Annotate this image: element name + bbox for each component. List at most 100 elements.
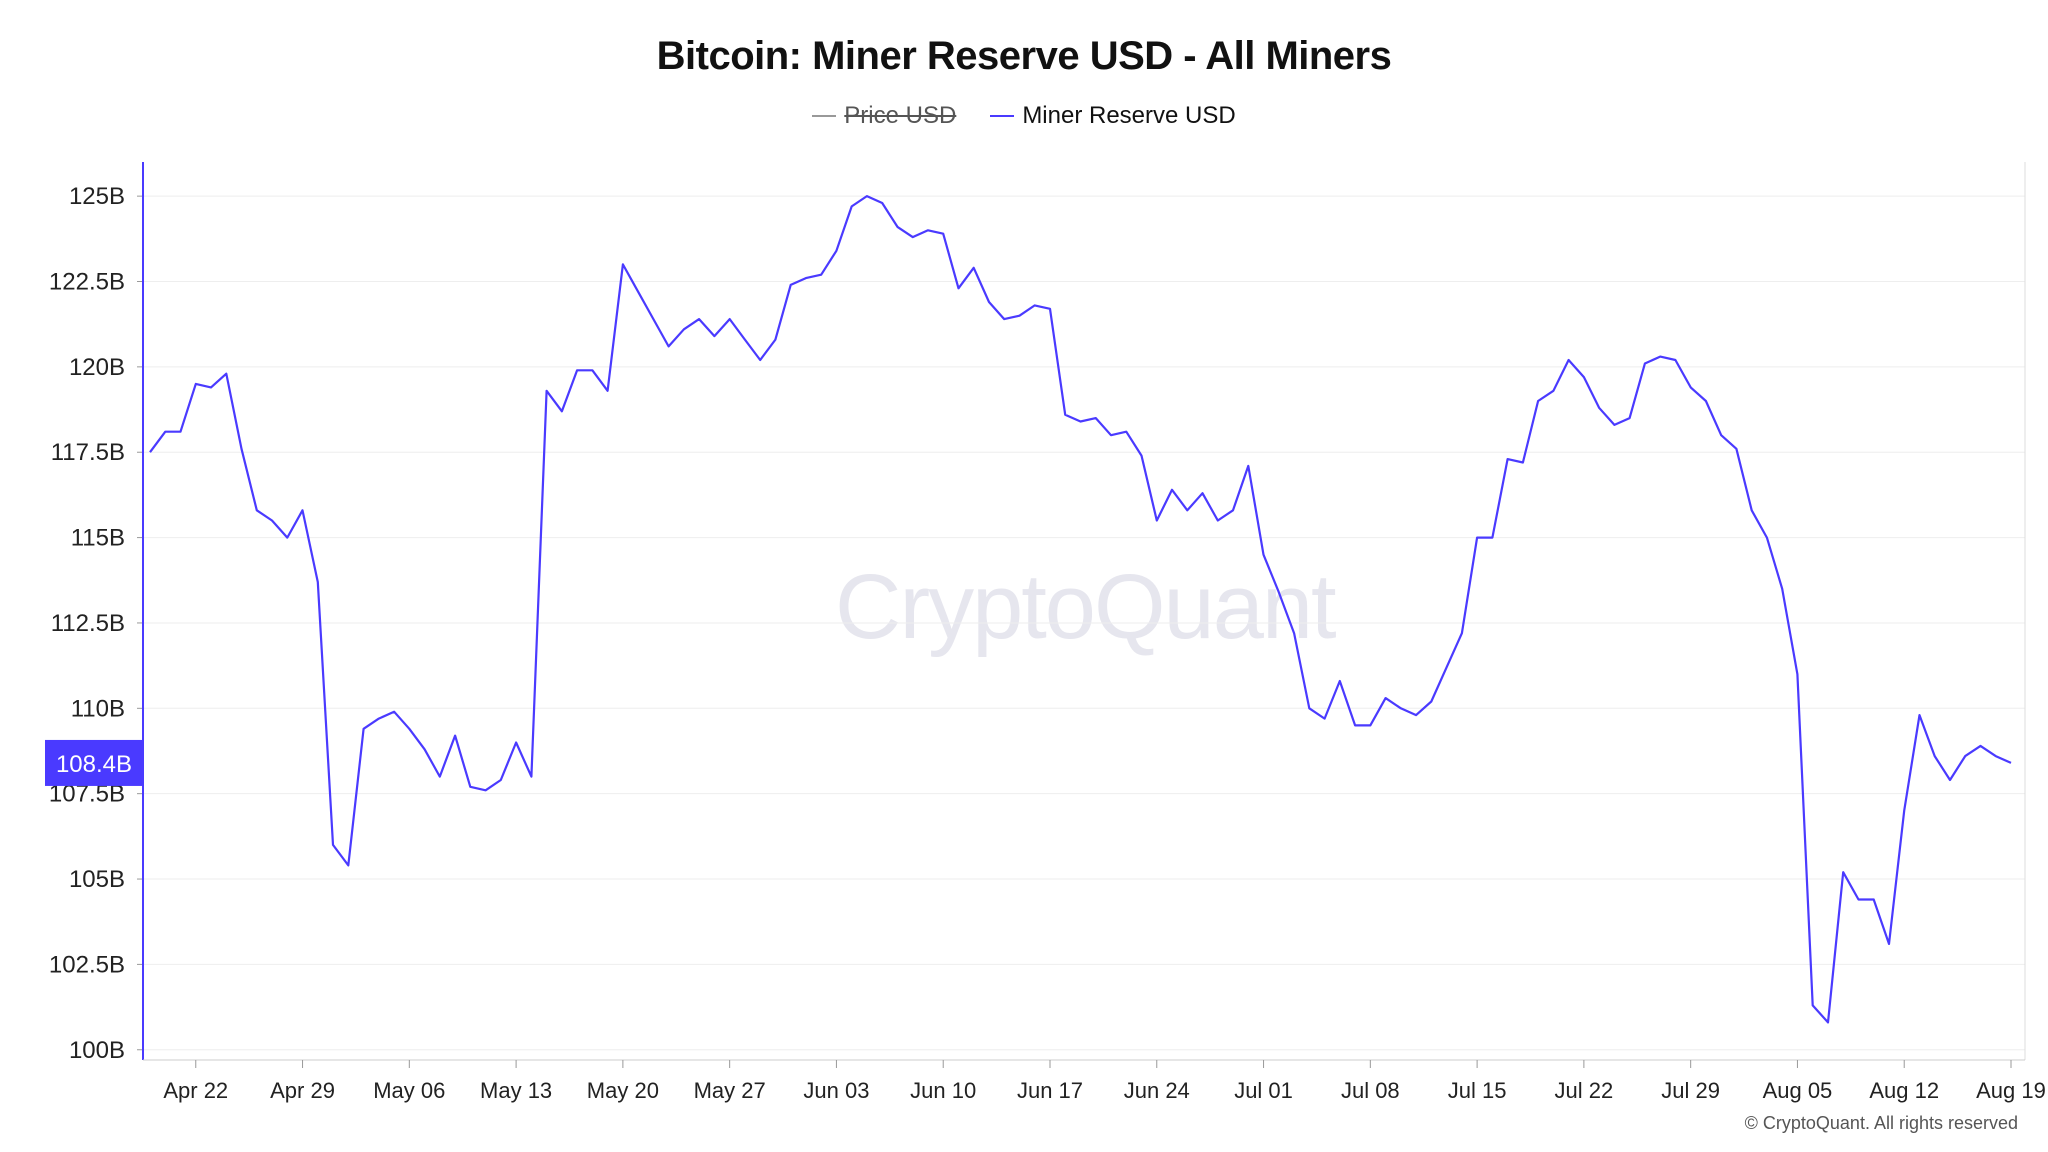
data-point — [1886, 941, 1891, 946]
x-tick-label: May 27 — [694, 1078, 766, 1103]
data-point — [1703, 399, 1708, 404]
data-point — [1215, 518, 1220, 523]
data-point — [1688, 385, 1693, 390]
data-point — [1551, 388, 1556, 393]
data-point — [1383, 696, 1388, 701]
y-tick-label: 102.5B — [49, 951, 125, 978]
data-point — [1917, 713, 1922, 718]
current-value-badge-bg — [45, 739, 143, 786]
x-tick-label: Apr 22 — [163, 1078, 228, 1103]
data-point — [605, 388, 610, 393]
data-point — [1520, 460, 1525, 465]
data-point — [1276, 590, 1281, 595]
legend-swatch-miner-reserve-usd — [990, 115, 1015, 117]
data-point — [1642, 361, 1647, 366]
y-tick-label: 120B — [69, 354, 125, 381]
x-tick-label: Jul 22 — [1555, 1078, 1614, 1103]
data-point — [1398, 706, 1403, 711]
data-point — [1246, 463, 1251, 468]
x-tick-label: Jul 01 — [1234, 1078, 1293, 1103]
data-point — [1780, 586, 1785, 591]
data-point — [1032, 303, 1037, 308]
data-point — [910, 235, 915, 240]
legend-item-miner-reserve-usd[interactable]: Miner Reserve USD — [990, 102, 1236, 130]
data-point — [1719, 433, 1724, 438]
data-point — [270, 518, 275, 523]
x-tick-label: Jun 10 — [910, 1078, 976, 1103]
data-point — [1795, 672, 1800, 677]
data-point — [590, 368, 595, 373]
x-tick-label: May 13 — [480, 1078, 552, 1103]
grid-lines — [143, 195, 2025, 1051]
data-point — [1734, 446, 1739, 451]
data-point — [1612, 422, 1617, 427]
data-point — [651, 317, 656, 322]
data-point — [1810, 1003, 1815, 1008]
y-tick-label: 105B — [69, 866, 125, 893]
x-axis: Apr 22 Apr 29 May 06 May 13 May 20 May 27 Jun … — [143, 1059, 2046, 1103]
data-point — [407, 726, 412, 731]
data-point — [1825, 1020, 1830, 1025]
y-tick-label: 100B — [69, 1037, 125, 1064]
data-point — [1658, 354, 1663, 359]
data-point — [1841, 870, 1846, 875]
data-point — [2009, 760, 2014, 765]
series-miner-reserve-usd — [148, 195, 2014, 1025]
data-point — [1002, 317, 1007, 322]
data-point — [392, 709, 397, 714]
data-point — [1200, 491, 1205, 496]
data-point — [956, 286, 961, 291]
x-tick-label: Aug 05 — [1763, 1078, 1833, 1103]
data-point — [681, 327, 686, 332]
data-point — [712, 334, 717, 339]
y-tick-label: 115B — [71, 525, 125, 552]
data-point — [1322, 716, 1327, 721]
data-point — [529, 774, 534, 779]
data-point — [254, 508, 259, 513]
data-point — [1902, 808, 1907, 813]
data-point — [239, 446, 244, 451]
data-point — [315, 579, 320, 584]
data-point — [422, 747, 427, 752]
data-point — [376, 716, 381, 721]
data-point — [1109, 433, 1114, 438]
data-point — [1856, 897, 1861, 902]
data-point — [925, 228, 930, 233]
data-point — [986, 299, 991, 304]
data-point — [666, 344, 671, 349]
data-point — [331, 842, 336, 847]
x-tick-label: Aug 12 — [1869, 1078, 1939, 1103]
data-point — [1292, 631, 1297, 636]
data-point — [1505, 457, 1510, 462]
data-point — [1368, 723, 1373, 728]
legend-label-price-usd: Price USD — [844, 102, 957, 129]
data-point — [742, 337, 747, 342]
legend-item-price-usd[interactable]: Price USD — [812, 102, 956, 130]
data-point — [803, 276, 808, 281]
data-point — [971, 265, 976, 270]
data-point — [1063, 412, 1068, 417]
x-tick-label: Jul 08 — [1341, 1078, 1400, 1103]
data-point — [468, 784, 473, 789]
data-point — [224, 371, 229, 376]
data-point — [895, 224, 900, 229]
data-point — [1749, 508, 1754, 513]
data-point — [148, 450, 153, 455]
current-value-badge: 108.4B — [45, 739, 143, 786]
data-point — [1627, 416, 1632, 421]
current-value-badge-label: 108.4B — [56, 751, 132, 778]
data-point — [1475, 535, 1480, 540]
y-axis: 100B102.5B105B107.5B110B112.5B115B117.5B… — [49, 162, 2026, 1064]
x-tick-label: Jun 17 — [1017, 1078, 1083, 1103]
x-tick-label: May 20 — [587, 1078, 659, 1103]
data-point — [819, 272, 824, 277]
legend-label-miner-reserve-usd: Miner Reserve USD — [1022, 102, 1236, 129]
data-point — [697, 317, 702, 322]
data-point — [1764, 535, 1769, 540]
data-point — [498, 778, 503, 783]
data-point — [1536, 399, 1541, 404]
data-point — [1459, 631, 1464, 636]
data-point — [1444, 665, 1449, 670]
data-point — [1017, 313, 1022, 318]
